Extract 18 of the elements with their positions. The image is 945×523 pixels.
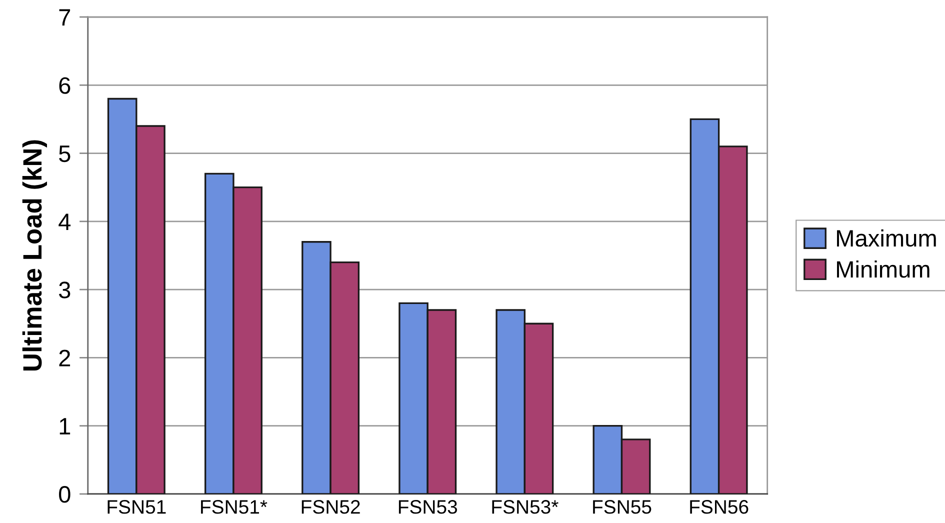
legend-label: Maximum (837, 229, 936, 247)
x-tick-label: FSN56 (690, 500, 748, 514)
legend-label: Minimum (837, 260, 930, 278)
y-axis-title: Ultimate Load (kN) (22, 140, 47, 370)
y-tick-label: 1 (60, 418, 70, 434)
y-tick-label: 3 (58, 282, 70, 298)
y-tick-label: 2 (59, 350, 70, 366)
x-tick-label: FSN53 (398, 500, 458, 514)
x-tick-label: FSN55 (593, 500, 652, 514)
y-tick-label: 7 (59, 9, 70, 26)
y-tick-label: 4 (58, 214, 71, 230)
x-tick-label: FSN51 (108, 500, 166, 514)
x-tick-label: FSN53* (492, 500, 558, 514)
y-tick-label: 0 (59, 486, 70, 503)
y-tick-label: 5 (59, 146, 70, 162)
y-tick-label: 6 (59, 77, 70, 94)
x-tick-label: FSN51* (201, 500, 268, 514)
x-tick-label: FSN52 (302, 500, 360, 514)
